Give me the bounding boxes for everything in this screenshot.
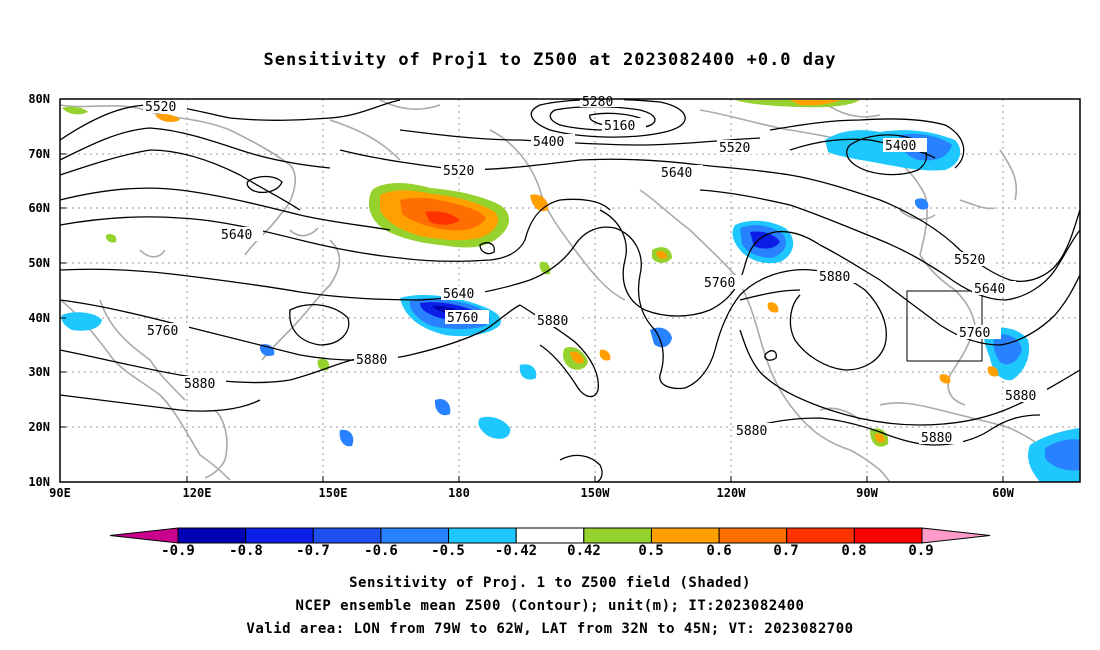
- lat-label: 20N: [28, 420, 50, 434]
- colorbar-box: [853, 527, 923, 544]
- contour-label: 5400: [533, 135, 564, 150]
- contour-label: 5880: [1005, 389, 1036, 404]
- contour-label: 5880: [819, 270, 850, 285]
- colorbar-box: [177, 527, 247, 544]
- colorbar-box: [583, 527, 652, 544]
- contour-label: 5880: [736, 424, 767, 439]
- colorbar-label: -0.5: [431, 543, 465, 559]
- contour-label: 5520: [145, 100, 176, 115]
- map-frame: [59, 98, 1081, 483]
- contour-label: 5760: [147, 324, 178, 339]
- contour-label: 5640: [221, 228, 252, 243]
- colorbar-label: -0.7: [296, 543, 330, 559]
- colorbar-box: [312, 527, 382, 544]
- colorbar-box: [380, 527, 450, 544]
- colorbar-label: 0.6: [706, 543, 732, 559]
- lat-label: 30N: [28, 365, 50, 379]
- contour-label: 5760: [447, 311, 478, 326]
- contour-label: 5640: [443, 287, 474, 302]
- lat-label: 50N: [28, 256, 50, 270]
- lon-label: 150E: [318, 486, 348, 500]
- colorbar-box: [786, 527, 855, 544]
- colorbar-arrow-low: [109, 527, 179, 544]
- colorbar-label: 0.7: [773, 543, 799, 559]
- colorbar-box: [245, 527, 314, 544]
- colorbar-arrow-high: [921, 527, 991, 544]
- colorbar-label: 0.8: [841, 543, 867, 559]
- lon-label: 90E: [49, 486, 71, 500]
- lon-label: 120E: [182, 486, 212, 500]
- axis-ticks: [60, 98, 1004, 483]
- colorbar-label: 0.5: [638, 543, 664, 559]
- lat-label: 10N: [28, 475, 50, 489]
- colorbar-label: -0.6: [364, 543, 398, 559]
- caption-line-2: NCEP ensemble mean Z500 (Contour); unit(…: [295, 598, 805, 614]
- lon-label: 180: [448, 486, 470, 500]
- contour-label: 5880: [184, 377, 215, 392]
- colorbar-label: 0.9: [908, 543, 934, 559]
- colorbar-box: [650, 527, 720, 544]
- contour-label: 5880: [537, 314, 568, 329]
- contour-label: 5520: [954, 253, 985, 268]
- colorbar: [109, 527, 991, 544]
- contour-label: 5640: [661, 166, 692, 181]
- contour-label: 5760: [959, 326, 990, 341]
- colorbar-label: -0.42: [494, 543, 538, 559]
- lat-label: 70N: [28, 147, 50, 161]
- map-title: Sensitivity of Proj1 to Z500 at 20230824…: [263, 50, 837, 70]
- grid-lines: [60, 99, 1080, 482]
- contour-label: 5520: [443, 164, 474, 179]
- colorbar-label: 0.42: [567, 543, 601, 559]
- contour-label: 5880: [356, 353, 387, 368]
- lon-label: 90W: [856, 486, 878, 500]
- lon-label: 150W: [580, 486, 610, 500]
- contour-label: 5280: [582, 95, 613, 110]
- contour-labels: 5520 5280 5160 5400 5520 5640 5520 5400 …: [143, 95, 1047, 446]
- caption-line-3: Valid area: LON from 79W to 62W, LAT fro…: [246, 621, 854, 637]
- lon-label: 120W: [716, 486, 746, 500]
- colorbar-box: [515, 527, 585, 544]
- contour-label: 5400: [885, 139, 916, 154]
- contour-label: 5880: [921, 431, 952, 446]
- lat-label: 40N: [28, 311, 50, 325]
- contour-label: 5760: [704, 276, 735, 291]
- colorbar-box: [448, 527, 517, 544]
- contour-label: 5520: [719, 141, 750, 156]
- colorbar-label: -0.8: [229, 543, 263, 559]
- colorbar-label: -0.9: [161, 543, 195, 559]
- colorbar-box: [718, 527, 788, 544]
- contour-label: 5640: [974, 282, 1005, 297]
- lat-label: 80N: [28, 92, 50, 106]
- caption-line-1: Sensitivity of Proj. 1 to Z500 field (Sh…: [349, 575, 751, 591]
- lat-label: 60N: [28, 201, 50, 215]
- contour-label: 5160: [604, 119, 635, 134]
- lon-label: 60W: [992, 486, 1014, 500]
